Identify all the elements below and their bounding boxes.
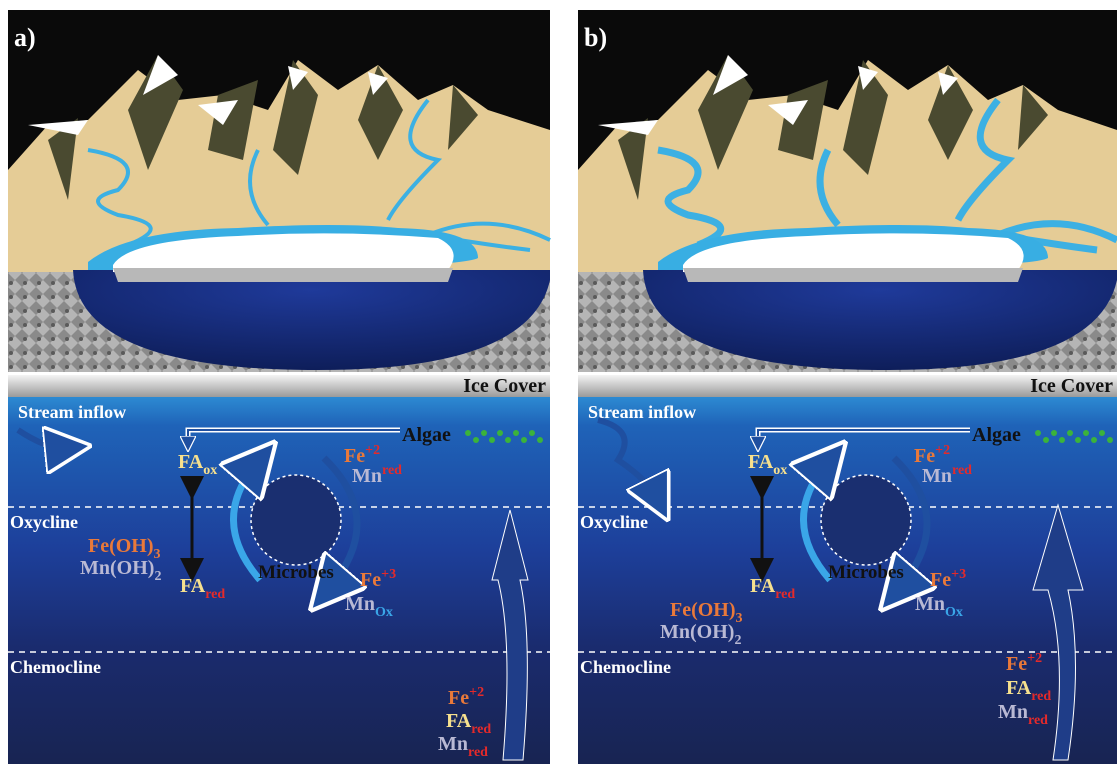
- species-base: Mn(OH): [80, 557, 154, 579]
- species-base: FA: [178, 451, 204, 473]
- microbes-label: Microbes: [258, 562, 334, 583]
- algae-label: Algae: [402, 424, 451, 446]
- species-base: Fe(OH): [670, 599, 736, 621]
- species-base: FA: [180, 575, 206, 597]
- species-base: Fe: [344, 445, 365, 467]
- species-base: Fe: [448, 687, 469, 709]
- ice-shelf: [113, 268, 453, 282]
- panel-label: a): [14, 23, 36, 52]
- species-sup: +2: [365, 443, 380, 458]
- algae-cell: [1051, 430, 1057, 436]
- species-base: Mn(OH): [660, 621, 734, 643]
- algae-cell: [1043, 437, 1049, 443]
- species-base: Fe: [914, 445, 935, 467]
- ice-cover-label: Ice Cover: [463, 375, 546, 397]
- species-base: FA: [750, 575, 776, 597]
- algae-cell: [497, 430, 503, 436]
- stream-inflow-label: Stream inflow: [18, 402, 126, 422]
- algae-cell: [505, 437, 511, 443]
- algae-label: Algae: [972, 424, 1021, 446]
- species-sub: 3: [736, 611, 743, 626]
- species-base: Mn: [345, 593, 375, 615]
- species-sub: 2: [154, 569, 161, 584]
- microbes-label: Microbes: [828, 562, 904, 583]
- algae-cell: [1035, 430, 1041, 436]
- species-base: FA: [1006, 677, 1032, 699]
- species-sub: 3: [154, 547, 161, 562]
- algae-cell: [1083, 430, 1089, 436]
- species-sub: Ox: [375, 605, 393, 620]
- species-sub: ox: [773, 463, 787, 478]
- microbes-cluster: [251, 475, 341, 565]
- microbes-cluster: [821, 475, 911, 565]
- algae-cell: [1075, 437, 1081, 443]
- species-sub: red: [775, 587, 795, 602]
- species-sup: red: [382, 463, 402, 478]
- algae-cell: [537, 437, 543, 443]
- species-base: FA: [446, 710, 472, 732]
- species-base: Mn: [922, 465, 952, 487]
- algae-cell: [489, 437, 495, 443]
- species-base: Fe: [1006, 653, 1027, 675]
- species-sub: ox: [203, 463, 217, 478]
- panel-label: b): [584, 23, 607, 52]
- species-sup: +2: [469, 685, 484, 700]
- species-sup: +3: [951, 567, 966, 582]
- oxycline-label: Oxycline: [580, 512, 648, 532]
- algae-cell: [481, 430, 487, 436]
- species-sub: red: [468, 745, 488, 760]
- species-sub: Ox: [945, 605, 963, 620]
- species-base: Mn: [352, 465, 382, 487]
- algae-cell: [473, 437, 479, 443]
- species-base: Fe(OH): [88, 535, 154, 557]
- species-sup: +2: [935, 443, 950, 458]
- species-base: Mn: [915, 593, 945, 615]
- algae-cell: [513, 430, 519, 436]
- algae-cell: [1067, 430, 1073, 436]
- chemocline-label: Chemocline: [580, 657, 671, 677]
- ice-cover-label: Ice Cover: [1030, 375, 1113, 397]
- figure: a) Ice Cover Stream inflow Oxycline Chemocli…: [0, 0, 1117, 764]
- species-sub: red: [1028, 713, 1048, 728]
- species-sub: red: [471, 722, 491, 737]
- algae-cell: [1059, 437, 1065, 443]
- species-base: Mn: [998, 701, 1028, 723]
- ice-shelf: [683, 268, 1023, 282]
- chemocline-label: Chemocline: [10, 657, 101, 677]
- panel: a) Ice Cover Stream inflow Oxycline Chemocli…: [8, 10, 550, 764]
- species-sup: red: [952, 463, 972, 478]
- algae-cell: [521, 437, 527, 443]
- algae-cell: [1091, 437, 1097, 443]
- species-base: Mn: [438, 733, 468, 755]
- oxycline-label: Oxycline: [10, 512, 78, 532]
- species-sub: red: [1031, 689, 1051, 704]
- species-base: Fe: [930, 569, 951, 591]
- algae-cell: [529, 430, 535, 436]
- species-sup: +2: [1027, 651, 1042, 666]
- species-base: FA: [748, 451, 774, 473]
- algae-cell: [1107, 437, 1113, 443]
- algae-cell: [1099, 430, 1105, 436]
- species-sub: red: [205, 587, 225, 602]
- algae-cell: [465, 430, 471, 436]
- species-sub: 2: [734, 633, 741, 648]
- species-base: Fe: [360, 569, 381, 591]
- species-sup: +3: [381, 567, 396, 582]
